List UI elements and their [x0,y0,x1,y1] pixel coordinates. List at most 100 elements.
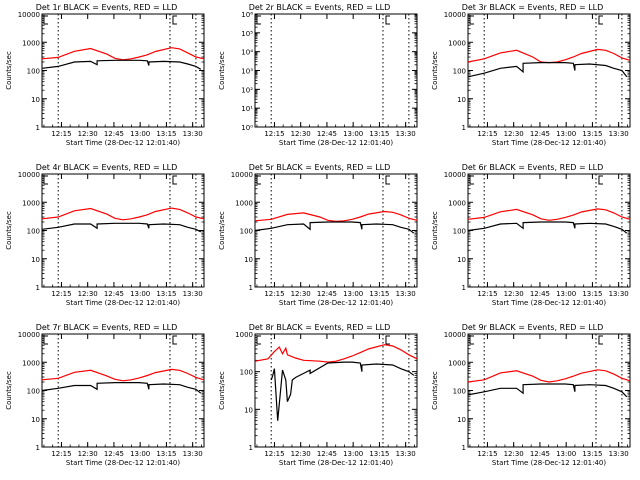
chart-panel-1: Det 1r BLACK = Events, RED = LLD 1 10 100 10… [5,3,205,147]
x-tick-label: 13:30 [183,450,203,458]
series-line-events [467,61,628,78]
y-tick-label: 1000 [235,331,253,339]
series-line-lld [254,210,418,223]
plot-frame [41,13,205,128]
x-tick-label: 12:30 [504,450,524,458]
y-axis-label: Counts/sec [431,51,439,90]
bracket-marker [469,15,474,25]
y-tick-label: 10⁰ [241,124,253,132]
y-axis-label: Counts/sec [5,51,13,90]
x-tick-label: 12:45 [104,290,124,298]
x-tick-label: 13:00 [556,290,576,298]
x-tick-label: 13:00 [343,450,363,458]
y-tick-label: 1000 [448,199,466,207]
x-tick-label: 13:00 [343,290,363,298]
plot-frame [467,173,631,288]
chart-panel-3: Det 3r BLACK = Events, RED = LLD 1 10 100 10… [431,3,631,147]
x-axis-label: Start Time (28-Dec-12 12:01:40) [66,299,180,307]
y-tick-label: 10000 [444,331,466,339]
x-tick-label: 13:15 [369,130,389,138]
plot-frame [254,173,418,288]
x-tick-label: 12:30 [291,290,311,298]
x-tick-label: 13:00 [130,130,150,138]
y-tick-label: 10 [244,406,253,414]
x-tick-label: 12:15 [51,130,71,138]
x-tick-label: 12:15 [477,450,497,458]
y-tick-label: 1 [36,284,40,292]
x-tick-label: 12:15 [264,130,284,138]
y-tick-label: 10⁵ [241,30,253,38]
series-line-lld [41,47,205,61]
x-tick-label: 13:30 [396,450,416,458]
y-tick-label: 1 [36,124,40,132]
x-tick-label: 13:00 [343,130,363,138]
y-axis-label: Counts/sec [218,211,226,250]
x-tick-label: 13:00 [556,450,576,458]
series-line-events [467,383,628,398]
x-axis-label: Start Time (28-Dec-12 12:01:40) [279,299,393,307]
x-tick-label: 13:30 [609,130,629,138]
series-line-events [41,59,202,70]
y-tick-label: 1000 [22,359,40,367]
y-tick-label: 10 [457,416,466,424]
series-line-lld [254,344,418,363]
chart-panel-8: Det 8r BLACK = Events, RED = LLD 1 10 100 10… [218,323,418,467]
x-tick-label: 12:45 [317,290,337,298]
x-tick-label: 13:15 [156,450,176,458]
series-line-events [270,361,415,421]
bracket-marker [43,335,48,345]
y-tick-label: 10000 [18,11,40,19]
chart-title: Det 3r BLACK = Events, RED = LLD [462,3,604,12]
x-tick-label: 12:45 [530,130,550,138]
x-tick-label: 12:45 [317,130,337,138]
chart-title: Det 9r BLACK = Events, RED = LLD [462,323,604,332]
y-axis-label: Counts/sec [218,51,226,90]
chart-title: Det 1r BLACK = Events, RED = LLD [36,3,178,12]
series-line-lld [41,368,205,382]
y-axis-label: Counts/sec [5,371,13,410]
plot-frame [41,173,205,288]
series-line-lld [41,207,205,221]
y-tick-label: 100 [240,369,253,377]
y-tick-label: 100 [240,228,253,236]
y-tick-label: 1000 [448,39,466,47]
y-tick-label: 10³ [241,68,253,76]
y-tick-label: 10 [31,416,40,424]
series-line-lld [467,48,631,64]
x-tick-label: 13:15 [156,290,176,298]
y-axis-label: Counts/sec [218,371,226,410]
y-tick-label: 1 [462,124,466,132]
x-tick-label: 12:15 [264,290,284,298]
x-tick-label: 13:30 [609,450,629,458]
y-tick-label: 1000 [235,199,253,207]
chart-title: Det 4r BLACK = Events, RED = LLD [36,163,178,172]
x-tick-label: 13:00 [130,450,150,458]
x-tick-label: 12:30 [78,130,98,138]
y-tick-label: 10 [244,256,253,264]
chart-title: Det 6r BLACK = Events, RED = LLD [462,163,604,172]
y-axis-label: Counts/sec [5,211,13,250]
bracket-marker [469,335,474,345]
y-tick-label: 1000 [22,199,40,207]
x-tick-label: 12:30 [78,450,98,458]
x-tick-label: 12:30 [78,290,98,298]
y-tick-label: 1000 [448,359,466,367]
x-tick-label: 13:00 [556,130,576,138]
plot-frame [254,333,418,448]
x-axis-label: Start Time (28-Dec-12 12:01:40) [66,459,180,467]
y-tick-label: 1 [462,284,466,292]
y-tick-label: 10 [31,96,40,104]
y-tick-label: 10000 [18,331,40,339]
bracket-marker [256,335,261,345]
bracket-marker [385,15,390,25]
chart-title: Det 2r BLACK = Events, RED = LLD [249,3,391,12]
y-tick-label: 100 [27,388,40,396]
x-tick-label: 12:30 [291,450,311,458]
y-tick-label: 1 [249,444,253,452]
x-tick-label: 13:15 [369,450,389,458]
bracket-marker [598,175,603,185]
plot-frame [254,13,418,128]
x-tick-label: 13:15 [156,130,176,138]
x-tick-label: 12:45 [104,450,124,458]
y-tick-label: 10 [31,256,40,264]
